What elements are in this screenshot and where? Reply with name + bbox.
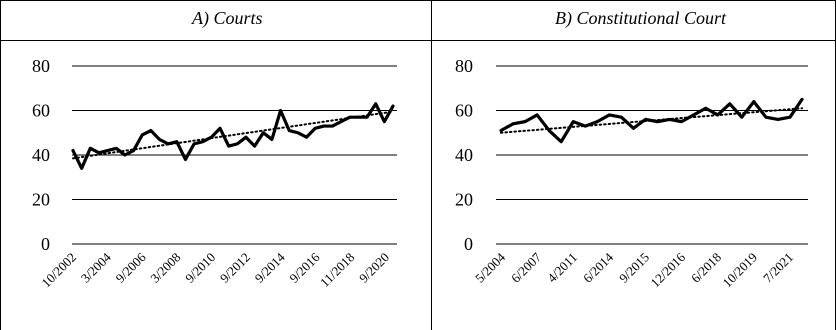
chart-b-y-tick-label-60: 60 [455,101,473,121]
chart-a-series-line [71,102,395,170]
panel-b-title: B) Constitutional Court [555,8,727,28]
chart-b-x-tick-label-0: 5/2004 [472,249,508,285]
chart-b-x-tick-label-1: 6/2007 [508,249,544,285]
chart-b-y-tick-label-80: 80 [455,56,473,76]
chart-b-x-tick-label-8: 7/2021 [760,250,796,286]
chart-a-y-tick-label-80: 80 [32,56,50,76]
chart-b-y-tick-label-0: 0 [464,234,473,254]
chart-b-x-tick-label-5: 12/2016 [647,249,688,290]
chart-a-y-tick-label-60: 60 [32,101,50,121]
chart-b-y-tick-label-40: 40 [455,145,473,165]
chart-a-trend-line [72,110,394,160]
chart-a-y-tick-label-0: 0 [41,234,50,254]
chart-b-x-tick-label-7: 10/2019 [719,250,760,291]
chart-b-x-tick-label-3: 6/2014 [580,249,616,285]
panel-a-title: A) Courts [192,8,263,28]
chart-b-trend-line [500,107,803,134]
chart-b-x-tick-label-2: 4/2011 [544,250,580,286]
chart-a-y-tick-label-20: 20 [32,190,50,210]
chart-b-y-tick-label-20: 20 [455,190,473,210]
chart-a-y-tick-label-40: 40 [32,145,50,165]
